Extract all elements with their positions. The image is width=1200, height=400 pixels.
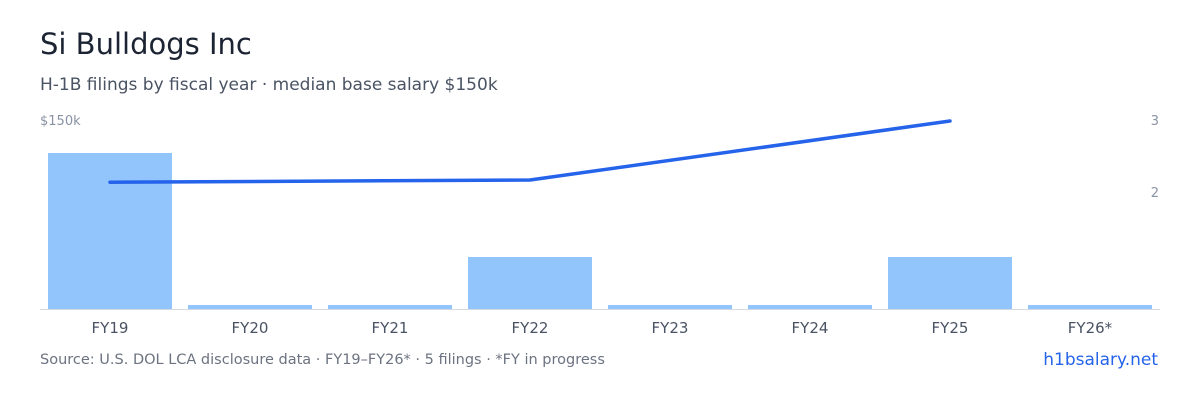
x-tick-label: FY25 (932, 319, 969, 337)
right-axis-tick-label: 2 (1151, 186, 1159, 201)
page-subtitle: H-1B filings by fiscal year · median bas… (40, 75, 498, 95)
bar-fy22 (468, 257, 592, 309)
salary-line-series (108, 119, 952, 184)
x-tick-label: FY24 (792, 319, 829, 337)
bar-fy19 (48, 153, 172, 309)
right-axis-ticks: 32 (1151, 114, 1159, 201)
x-tick-label: FY21 (372, 319, 409, 337)
x-tick-label: FY26* (1068, 319, 1113, 337)
bar-series (48, 153, 1152, 309)
x-tick-label: FY22 (512, 319, 549, 337)
bar-fy25 (888, 257, 1012, 309)
source-note: Source: U.S. DOL LCA disclosure data · F… (40, 352, 605, 368)
bar-fy21 (328, 305, 452, 309)
bar-fy26-star (1028, 305, 1152, 309)
bar-fy20 (188, 305, 312, 309)
bar-fy24 (748, 305, 872, 309)
x-tick-label: FY20 (232, 319, 269, 337)
site-link[interactable]: h1bsalary.net (1043, 350, 1158, 370)
left-axis-tick-label: $150k (40, 114, 81, 129)
x-tick-label: FY23 (652, 319, 689, 337)
x-tick-label: FY19 (92, 319, 129, 337)
x-axis-labels: FY19 FY20 FY21 FY22 FY23 FY24 FY25 FY26* (92, 319, 1113, 337)
bar-fy23 (608, 305, 732, 309)
right-axis-tick-label: 3 (1151, 114, 1159, 129)
page-title: Si Bulldogs Inc (40, 27, 252, 61)
